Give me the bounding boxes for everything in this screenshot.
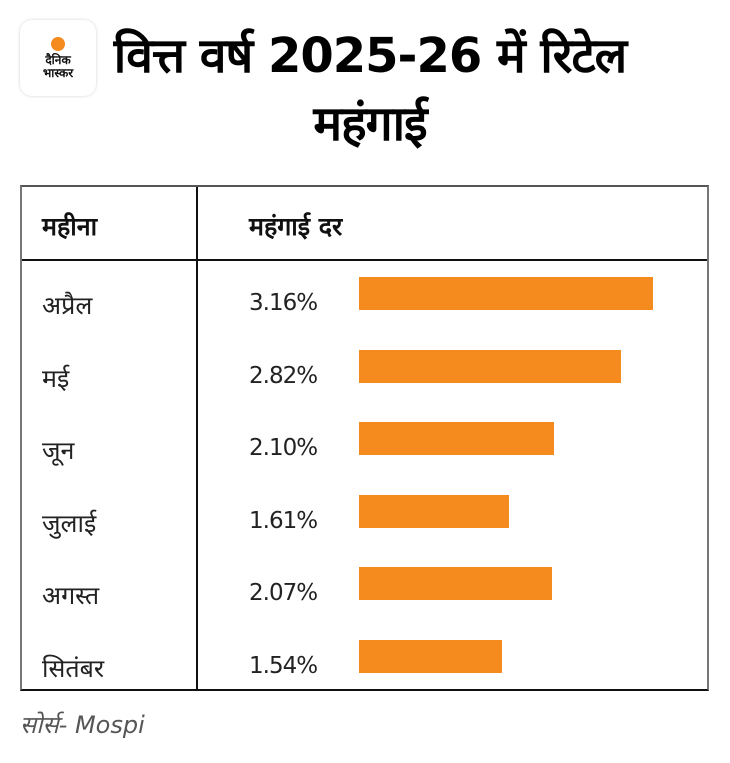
inflation-bar [359,567,552,600]
table-row: मई 2.82% [22,339,707,412]
inflation-bar [359,639,503,673]
table-row: जुलाई 1.61% [22,484,707,557]
inflation-value-label: 2.10% [249,435,318,461]
logo-text-line1: दैनिक [45,52,71,67]
source-note: सोर्स- Mospi [20,711,145,739]
inflation-bar [359,277,653,310]
table-row: सितंबर 1.54% [22,629,707,702]
column-divider [196,187,198,689]
inflation-value-label: 2.82% [249,362,318,389]
month-label: मई [42,363,70,393]
logo-text-line2: भास्कर [42,65,74,80]
header-month: महीना [42,212,98,241]
inflation-value-label: 1.54% [249,652,318,679]
month-label: अप्रैल [42,291,93,320]
inflation-value-label: 1.61% [249,507,318,534]
table-row: अप्रैल 3.16% [22,266,707,339]
month-label: सितंबर [42,653,105,683]
month-label: जून [42,436,75,465]
sun-icon [51,36,65,51]
inflation-bar [359,422,555,455]
header-divider [22,259,707,261]
month-label: अगस्त [42,581,100,610]
header-inflation-rate: महंगाई दर [249,212,343,241]
inflation-table: महीना महंगाई दर अप्रैल 3.16% मई 2.82% जून 2.1… [20,185,709,691]
table-row: जून 2.10% [22,411,707,484]
inflation-bar [359,494,509,528]
inflation-bar [359,349,622,383]
chart-title: वित्त वर्ष 2025-26 में रिटेल महंगाई [113,28,627,152]
inflation-value-label: 2.07% [249,580,318,606]
inflation-value-label: 3.16% [249,290,318,316]
dainik-bhaskar-logo: दैनिक भास्कर [20,20,96,96]
table-row: अगस्त 2.07% [22,556,707,629]
month-label: जुलाई [42,508,97,538]
